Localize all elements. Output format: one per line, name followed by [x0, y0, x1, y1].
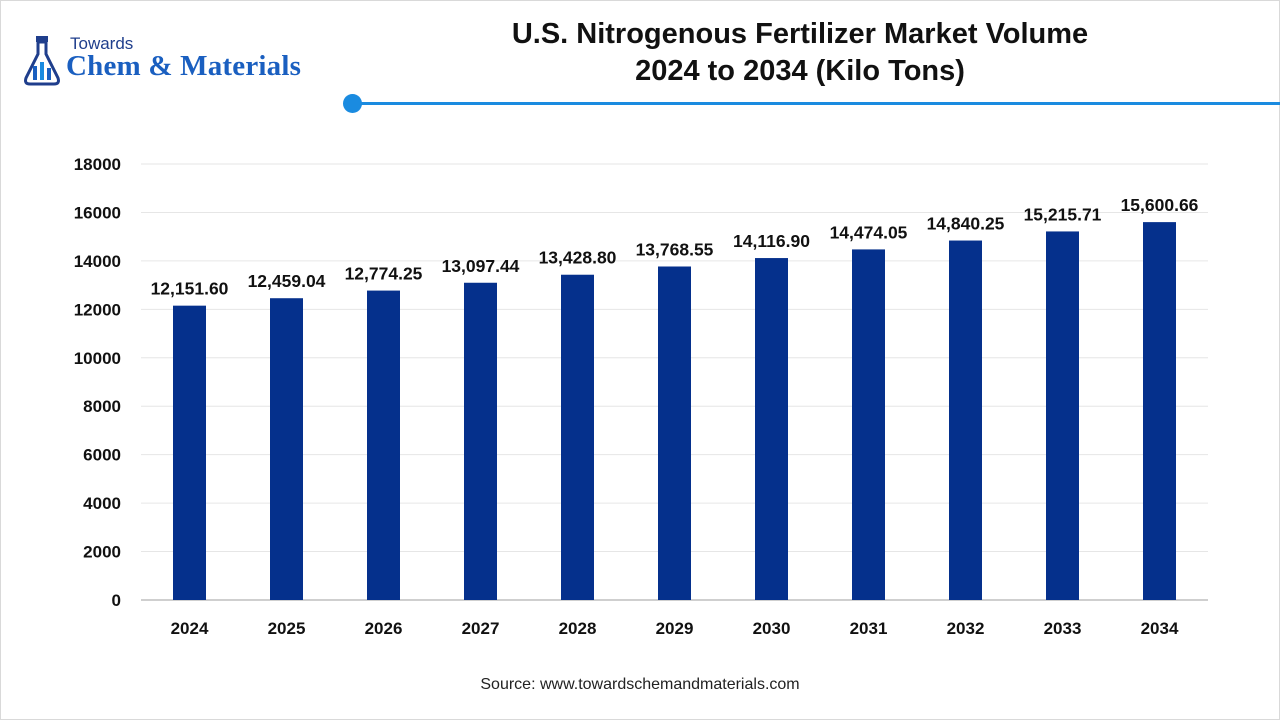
bar: [658, 266, 691, 600]
data-label: 13,097.44: [442, 256, 520, 276]
x-tick-label: 2033: [1044, 619, 1082, 638]
data-label: 14,474.05: [830, 222, 908, 242]
data-label: 13,428.80: [539, 248, 617, 268]
data-label: 14,116.90: [733, 231, 810, 251]
x-tick-label: 2030: [753, 619, 791, 638]
bar: [173, 305, 206, 600]
data-label: 12,774.25: [345, 264, 423, 284]
x-tick-label: 2032: [947, 619, 985, 638]
brand-logo: Towards Chem & Materials: [22, 34, 342, 90]
bar: [464, 282, 497, 600]
x-tick-label: 2024: [171, 619, 209, 638]
brand-top-text: Towards: [70, 34, 134, 53]
chart-title-line-1: U.S. Nitrogenous Fertilizer Market Volum…: [511, 18, 1089, 50]
header-rule-dot: [343, 94, 362, 113]
y-axis: 0 2000 4000 6000 8000 10000 12000 14000 16000 180…: [74, 155, 121, 610]
brand-main-text: Chem & Materials: [66, 50, 302, 82]
y-tick-label: 6000: [83, 446, 121, 465]
x-tick-label: 2029: [656, 619, 694, 638]
data-label: 15,215.71: [1024, 204, 1102, 224]
data-label: 15,600.66: [1121, 195, 1199, 215]
flask-logo-icon: [24, 36, 60, 86]
data-label: 13,768.55: [636, 239, 714, 259]
x-axis: 2024 2025 2026 2027 2028 2029 2030 2031 2032 2033…: [171, 619, 1179, 638]
x-tick-label: 2034: [1141, 619, 1179, 638]
bar: [561, 274, 594, 600]
y-tick-label: 0: [112, 591, 121, 610]
bar: [949, 240, 982, 600]
x-tick-label: 2028: [559, 619, 597, 638]
x-tick-label: 2027: [462, 619, 500, 638]
bar: [1143, 222, 1176, 600]
data-label: 14,840.25: [927, 214, 1005, 234]
source-note: Source: www.towardschemandmaterials.com: [480, 676, 800, 693]
bars: [173, 222, 1176, 600]
y-tick-label: 16000: [74, 203, 121, 222]
x-tick-label: 2026: [365, 619, 403, 638]
bar: [270, 298, 303, 600]
chart-title-line-2: 2024 to 2034 (Kilo Tons): [635, 55, 965, 87]
bar: [755, 258, 788, 600]
y-tick-label: 2000: [83, 543, 121, 562]
header-rule: [352, 102, 1280, 105]
data-label: 12,151.60: [151, 279, 229, 299]
x-tick-label: 2025: [268, 619, 306, 638]
bar: [1046, 231, 1079, 600]
y-tick-label: 18000: [74, 155, 121, 174]
y-tick-label: 8000: [83, 397, 121, 416]
x-tick-label: 2031: [850, 619, 888, 638]
y-tick-label: 14000: [74, 252, 121, 271]
y-tick-label: 12000: [74, 300, 121, 319]
bar: [852, 249, 885, 600]
chart-title: U.S. Nitrogenous Fertilizer Market Volum…: [430, 16, 1170, 90]
data-labels: 12,151.60 12,459.04 12,774.25 13,097.44 13,4…: [151, 195, 1199, 299]
y-tick-label: 10000: [74, 349, 121, 368]
bar: [367, 290, 400, 600]
y-tick-label: 4000: [83, 494, 121, 513]
data-label: 12,459.04: [248, 271, 326, 291]
